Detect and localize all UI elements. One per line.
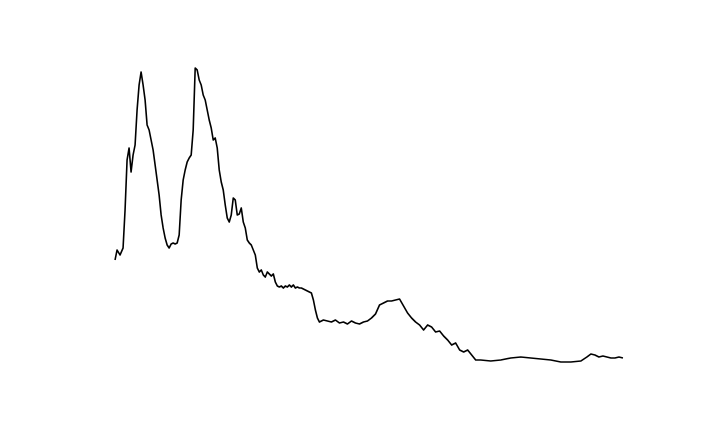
data-line bbox=[114, 67, 624, 363]
plot-area bbox=[114, 67, 624, 363]
